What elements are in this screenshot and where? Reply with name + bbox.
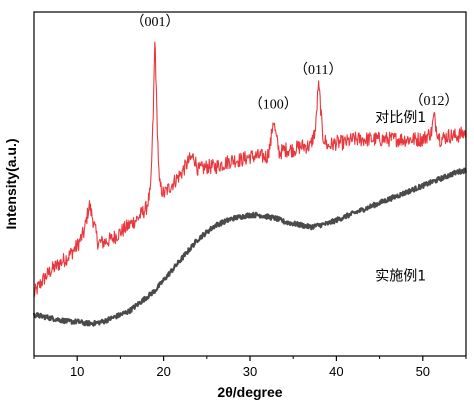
x-tick-label: 30 xyxy=(243,364,257,379)
y-axis-label: Intensity(a.u.) xyxy=(3,138,19,229)
series-label: 对比例1 xyxy=(375,110,426,126)
series-line-1 xyxy=(33,41,467,297)
x-axis-ticks: 10 20 30 40 50 xyxy=(33,356,467,379)
peak-annotation: （100） xyxy=(249,96,298,112)
x-tick-label: 20 xyxy=(156,364,170,379)
peak-annotation: （001） xyxy=(130,14,179,30)
series-label: 实施例1 xyxy=(375,268,426,284)
series-line-2 xyxy=(32,167,467,327)
peak-annotation: （011） xyxy=(294,62,342,78)
plot-frame xyxy=(33,11,467,357)
x-axis-label: 2θ/degree xyxy=(217,384,282,400)
x-tick-label: 50 xyxy=(416,364,430,379)
series-layer xyxy=(32,41,467,327)
x-tick-label: 40 xyxy=(329,364,343,379)
x-tick-label: 10 xyxy=(70,364,84,379)
peak-annotation: （012） xyxy=(410,93,459,109)
annotation-layer: （001） （100） （011） （012）对比例1 实施例1 xyxy=(130,14,458,285)
